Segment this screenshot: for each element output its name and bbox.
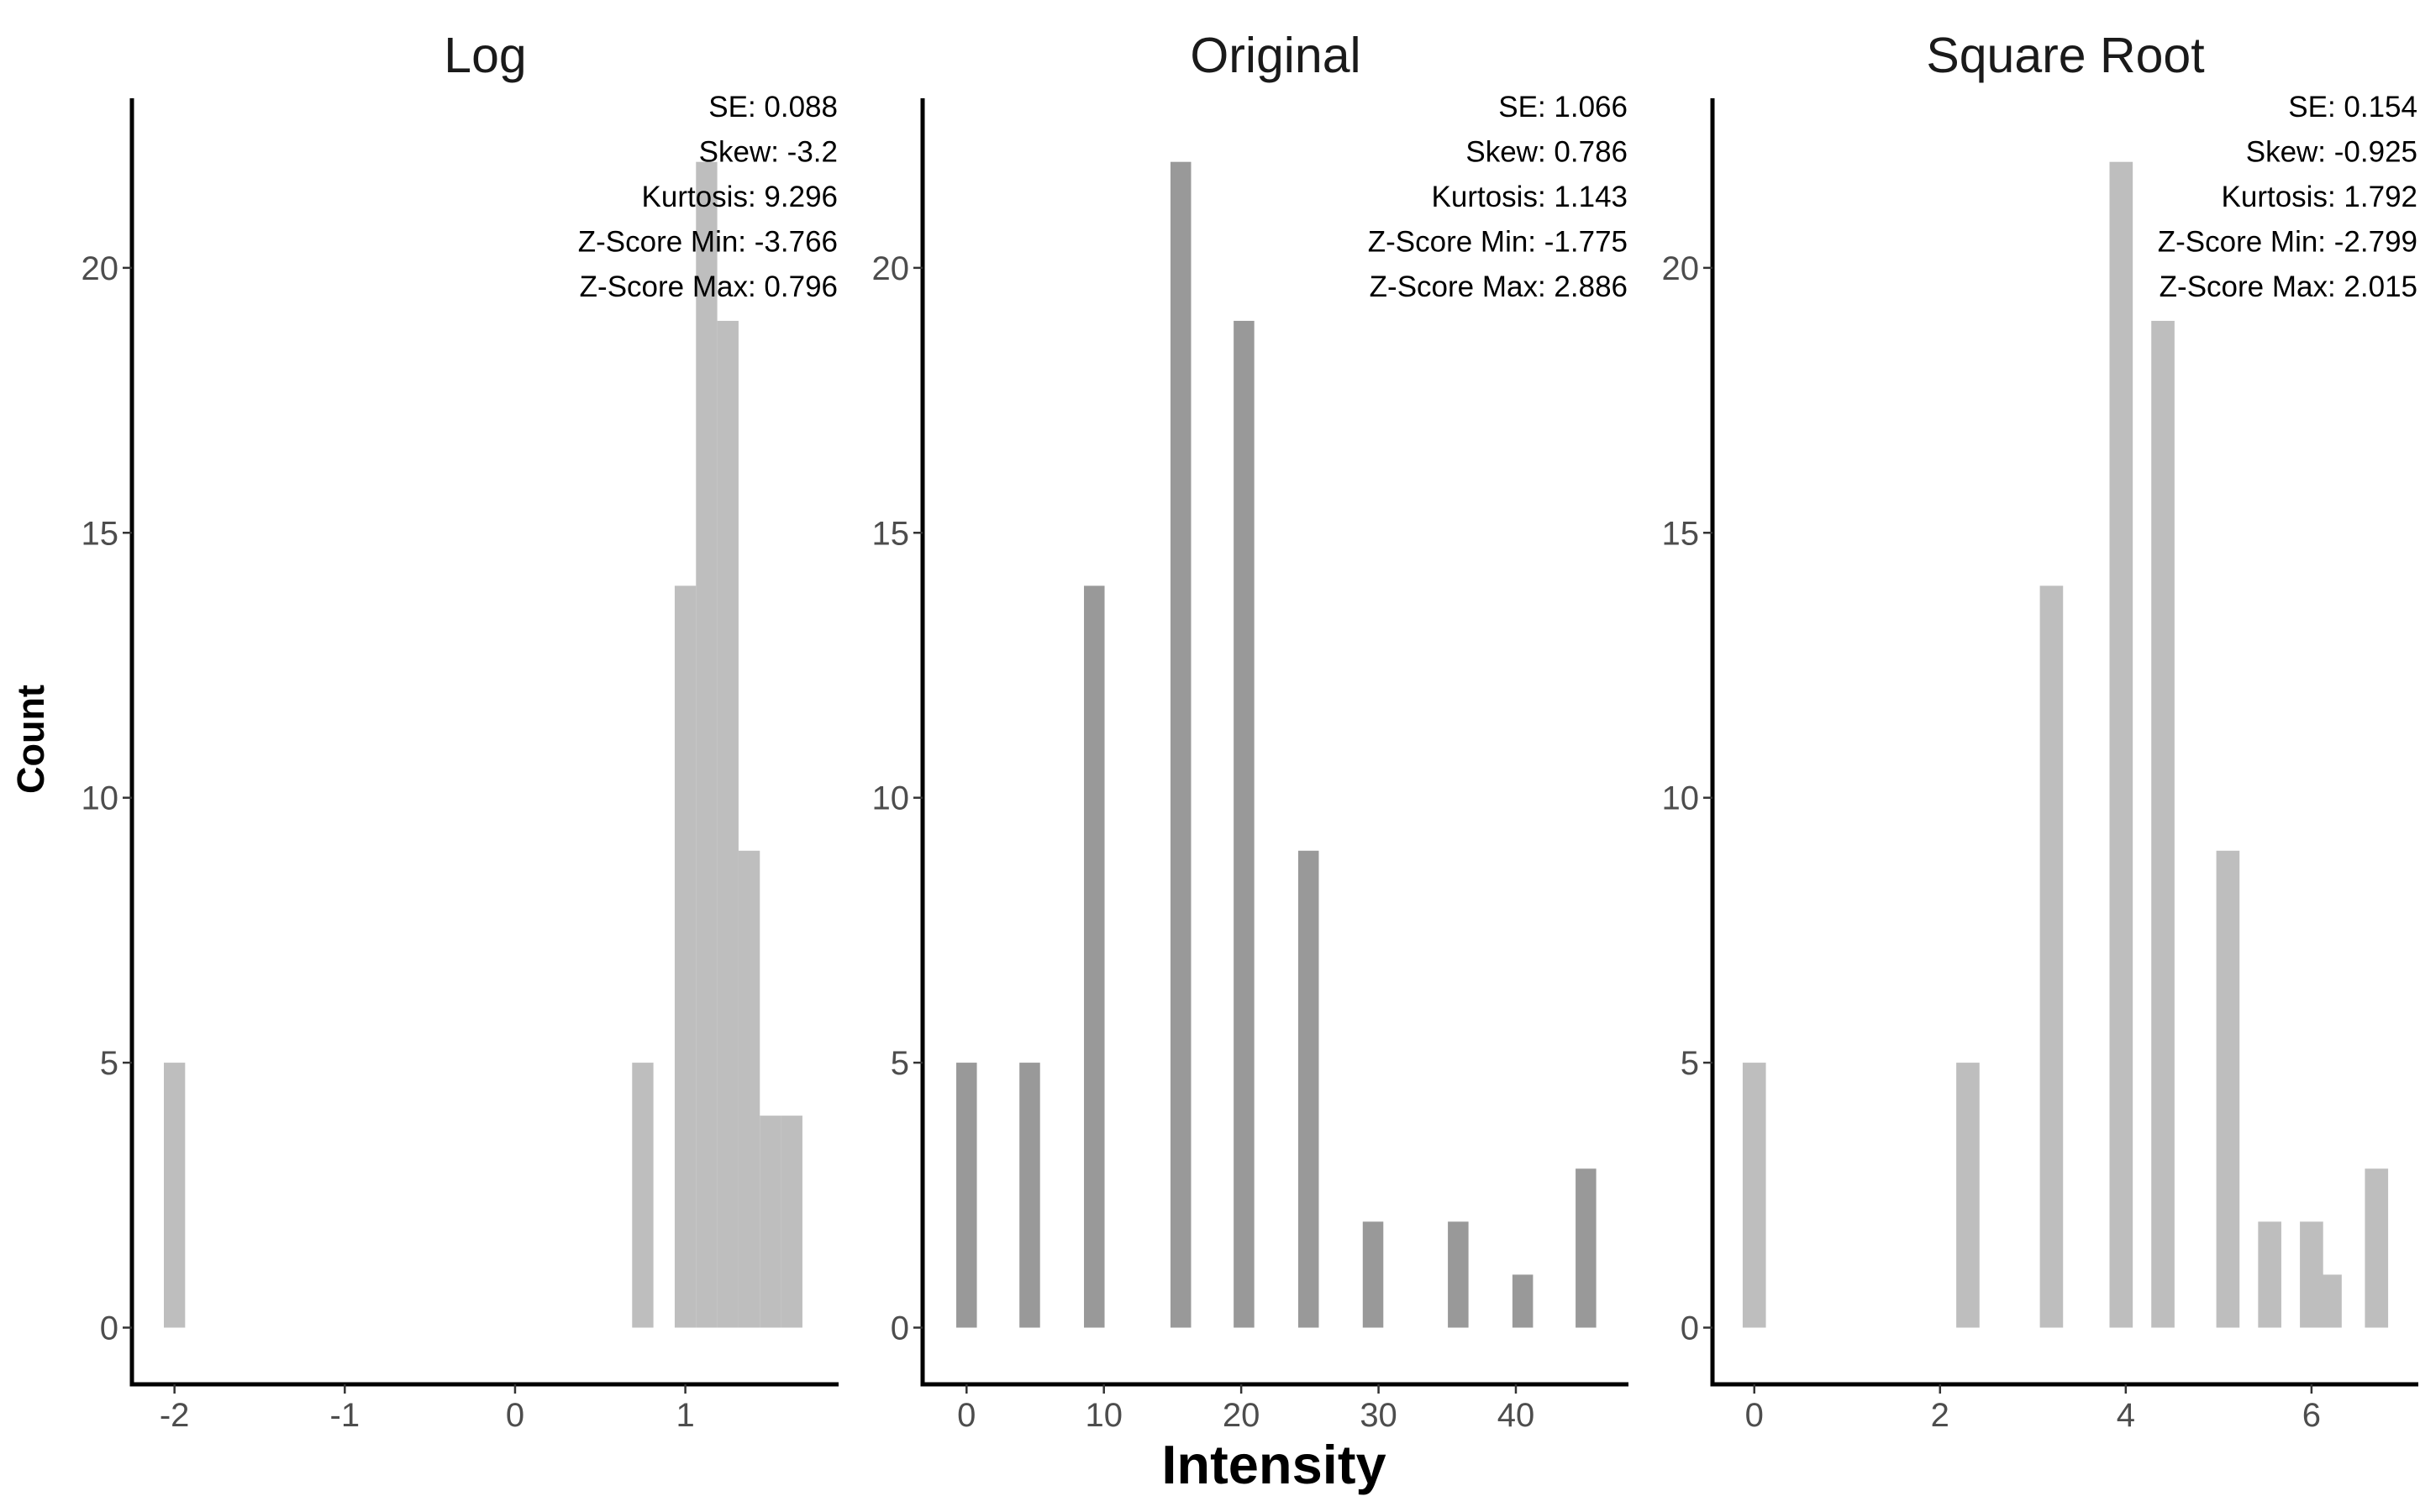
- original-x-tick-label: 10: [1085, 1397, 1123, 1434]
- original-x-tick-label: 40: [1497, 1397, 1535, 1434]
- original-bar-1: [1019, 1063, 1040, 1328]
- log-y-tick-label: 5: [100, 1045, 118, 1082]
- square-root-x-tick-label: 2: [1931, 1397, 1949, 1434]
- log-x-tick-label: 1: [676, 1397, 694, 1434]
- square-root-bar-5: [2216, 850, 2240, 1328]
- original-bar-8: [1512, 1274, 1534, 1328]
- square-root-stat-3: Z-Score Min: -2.799: [2158, 226, 2417, 259]
- log-bar-1: [632, 1063, 654, 1328]
- square-root-stat-1: Skew: -0.925: [2246, 136, 2417, 169]
- log-y-tick-label: 20: [82, 250, 119, 287]
- square-root-stat-4: Z-Score Max: 2.015: [2160, 270, 2417, 303]
- original-stat-0: SE: 1.066: [1498, 91, 1628, 123]
- square-root-bar-8: [2318, 1274, 2342, 1328]
- log-stat-0: SE: 0.088: [708, 91, 838, 123]
- square-root-bar-2: [2039, 585, 2064, 1328]
- original-y-tick-label: 20: [872, 250, 910, 287]
- square-root-bar-3: [2109, 161, 2133, 1328]
- log-bar-3: [696, 161, 718, 1328]
- original-bar-0: [956, 1063, 977, 1328]
- square-root-stat-2: Kurtosis: 1.792: [2222, 181, 2417, 213]
- original-y-tick-label: 15: [872, 515, 910, 552]
- original-y-tick-label: 0: [891, 1310, 909, 1347]
- original-bar-6: [1362, 1221, 1384, 1328]
- original-x-tick-label: 20: [1223, 1397, 1260, 1434]
- y-axis-title: Count: [9, 685, 52, 794]
- square-root-x-tick-label: 0: [1745, 1397, 1764, 1434]
- log-x-tick-label: -1: [330, 1397, 360, 1434]
- original-y-tick-label: 10: [872, 780, 910, 817]
- original-bar-3: [1170, 161, 1192, 1328]
- original-stat-1: Skew: 0.786: [1465, 136, 1628, 169]
- log-bar-0: [163, 1063, 186, 1328]
- square-root-y-tick-label: 15: [1662, 515, 1700, 552]
- original-bar-7: [1448, 1221, 1469, 1328]
- square-root-bar-0: [1742, 1063, 1766, 1328]
- original-bar-2: [1084, 585, 1105, 1328]
- square-root-bar-9: [2365, 1168, 2389, 1328]
- log-bar-7: [781, 1116, 802, 1328]
- square-root-y-tick-label: 5: [1681, 1045, 1699, 1082]
- square-root-bar-4: [2151, 320, 2175, 1328]
- original-x-tick-label: 30: [1360, 1397, 1397, 1434]
- log-bar-4: [717, 320, 739, 1328]
- log-x-tick-label: -2: [160, 1397, 190, 1434]
- log-stat-3: Z-Score Min: -3.766: [578, 226, 838, 259]
- original-panel-title: Original: [1190, 28, 1360, 83]
- log-stat-2: Kurtosis: 9.296: [642, 181, 838, 213]
- original-y-tick-label: 5: [891, 1045, 909, 1082]
- log-bar-6: [760, 1116, 781, 1328]
- square-root-panel-title: Square Root: [1926, 28, 2204, 83]
- log-stat-4: Z-Score Max: 0.796: [580, 270, 838, 303]
- original-stat-3: Z-Score Min: -1.775: [1368, 226, 1628, 259]
- square-root-stat-0: SE: 0.154: [2288, 91, 2417, 123]
- log-x-tick-label: 0: [506, 1397, 524, 1434]
- log-bar-2: [674, 585, 697, 1328]
- log-y-tick-label: 0: [100, 1310, 118, 1347]
- original-bar-9: [1576, 1168, 1597, 1328]
- square-root-y-tick-label: 10: [1662, 780, 1700, 817]
- original-bar-4: [1234, 320, 1255, 1328]
- square-root-y-tick-label: 0: [1681, 1310, 1699, 1347]
- square-root-bar-6: [2258, 1221, 2281, 1328]
- square-root-y-tick-label: 20: [1662, 250, 1700, 287]
- log-stat-1: Skew: -3.2: [699, 136, 838, 169]
- square-root-x-tick-label: 4: [2117, 1397, 2135, 1434]
- square-root-bar-1: [1956, 1063, 1980, 1328]
- square-root-x-tick-label: 6: [2302, 1397, 2321, 1434]
- log-y-tick-label: 15: [82, 515, 119, 552]
- log-y-tick-label: 10: [82, 780, 119, 817]
- original-bar-5: [1297, 850, 1319, 1328]
- log-bar-5: [738, 850, 760, 1328]
- x-axis-title: Intensity: [1161, 1434, 1386, 1495]
- log-panel-title: Log: [444, 28, 526, 83]
- original-stat-2: Kurtosis: 1.143: [1432, 181, 1628, 213]
- original-stat-4: Z-Score Max: 2.886: [1370, 270, 1628, 303]
- original-x-tick-label: 0: [957, 1397, 976, 1434]
